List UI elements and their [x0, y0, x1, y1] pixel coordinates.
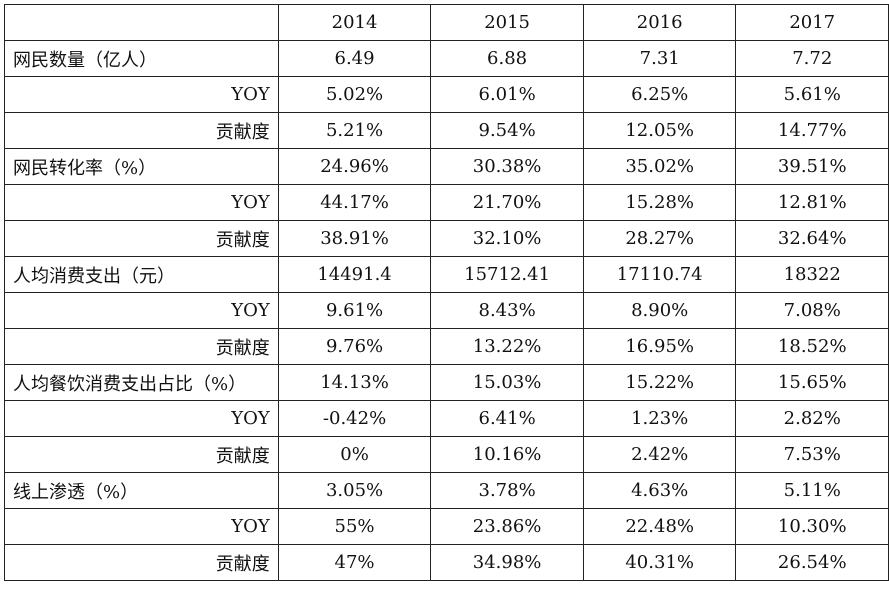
sub-metric-label: YOY [4, 508, 279, 545]
year-header: 2014 [277, 4, 432, 41]
value-cell: 14491.4 [277, 256, 432, 293]
value-cell: 38.91% [277, 220, 432, 257]
value-cell: 8.43% [430, 292, 584, 329]
data-table: 2014 2015 2016 2017 网民数量（亿人） 6.49 6.88 7.31… [4, 4, 889, 581]
header-row: 2014 2015 2016 2017 [4, 4, 889, 41]
sub-metric-label: YOY [4, 292, 279, 329]
value-cell: 7.53% [735, 436, 889, 473]
value-cell: 26.54% [735, 544, 889, 581]
metric-label: 人均消费支出（元） [4, 256, 279, 293]
table-row: 贡献度 38.91% 32.10% 28.27% 32.64% [4, 220, 889, 257]
value-cell: 10.30% [735, 508, 889, 545]
value-cell: 28.27% [582, 220, 737, 257]
value-cell: 6.25% [582, 76, 737, 113]
value-cell: 32.10% [430, 220, 584, 257]
sub-metric-label: YOY [4, 400, 279, 437]
value-cell: 6.41% [430, 400, 584, 437]
value-cell: 5.11% [735, 472, 889, 509]
metric-label: 人均餐饮消费支出占比（%） [4, 364, 279, 401]
metric-label: 线上渗透（%） [4, 472, 279, 509]
value-cell: 6.01% [430, 76, 584, 113]
value-cell: 15.22% [582, 364, 737, 401]
value-cell: 10.16% [430, 436, 584, 473]
value-cell: 23.86% [430, 508, 584, 545]
table-container: 2014 2015 2016 2017 网民数量（亿人） 6.49 6.88 7.31… [4, 4, 889, 581]
value-cell: -0.42% [277, 400, 432, 437]
year-header: 2016 [582, 4, 737, 41]
sub-metric-label: 贡献度 [4, 112, 279, 149]
header-corner-cell [4, 4, 279, 41]
value-cell: 3.78% [430, 472, 584, 509]
value-cell: 2.42% [582, 436, 737, 473]
value-cell: 9.54% [430, 112, 584, 149]
table-row: 人均消费支出（元） 14491.4 15712.41 17110.74 18322 [4, 256, 889, 293]
value-cell: 14.13% [277, 364, 432, 401]
value-cell: 3.05% [277, 472, 432, 509]
table-row: 贡献度 5.21% 9.54% 12.05% 14.77% [4, 112, 889, 149]
value-cell: 6.49 [277, 40, 432, 77]
value-cell: 13.22% [430, 328, 584, 365]
value-cell: 6.88 [430, 40, 584, 77]
metric-label: 网民转化率（%） [4, 148, 279, 185]
value-cell: 39.51% [735, 148, 889, 185]
value-cell: 7.72 [735, 40, 889, 77]
sub-metric-label: 贡献度 [4, 328, 279, 365]
value-cell: 15712.41 [430, 256, 584, 293]
value-cell: 18322 [735, 256, 889, 293]
table-row: 人均餐饮消费支出占比（%） 14.13% 15.03% 15.22% 15.65% [4, 364, 889, 401]
value-cell: 15.03% [430, 364, 584, 401]
value-cell: 9.61% [277, 292, 432, 329]
value-cell: 7.08% [735, 292, 889, 329]
sub-metric-label: YOY [4, 76, 279, 113]
value-cell: 35.02% [582, 148, 737, 185]
value-cell: 9.76% [277, 328, 432, 365]
value-cell: 2.82% [735, 400, 889, 437]
value-cell: 55% [277, 508, 432, 545]
value-cell: 14.77% [735, 112, 889, 149]
table-row: 网民转化率（%） 24.96% 30.38% 35.02% 39.51% [4, 148, 889, 185]
value-cell: 12.81% [735, 184, 889, 221]
value-cell: 5.61% [735, 76, 889, 113]
table-row: YOY 9.61% 8.43% 8.90% 7.08% [4, 292, 889, 329]
value-cell: 0% [277, 436, 432, 473]
value-cell: 7.31 [582, 40, 737, 77]
value-cell: 17110.74 [582, 256, 737, 293]
sub-metric-label: 贡献度 [4, 220, 279, 257]
value-cell: 47% [277, 544, 432, 581]
table-row: YOY -0.42% 6.41% 1.23% 2.82% [4, 400, 889, 437]
value-cell: 21.70% [430, 184, 584, 221]
table-body: 2014 2015 2016 2017 网民数量（亿人） 6.49 6.88 7.31… [4, 4, 889, 581]
table-row: 贡献度 0% 10.16% 2.42% 7.53% [4, 436, 889, 473]
value-cell: 1.23% [582, 400, 737, 437]
table-row: YOY 5.02% 6.01% 6.25% 5.61% [4, 76, 889, 113]
year-header: 2015 [430, 4, 584, 41]
sub-metric-label: 贡献度 [4, 436, 279, 473]
value-cell: 32.64% [735, 220, 889, 257]
value-cell: 5.02% [277, 76, 432, 113]
value-cell: 5.21% [277, 112, 432, 149]
value-cell: 12.05% [582, 112, 737, 149]
value-cell: 18.52% [735, 328, 889, 365]
value-cell: 30.38% [430, 148, 584, 185]
sub-metric-label: 贡献度 [4, 544, 279, 581]
table-row: YOY 44.17% 21.70% 15.28% 12.81% [4, 184, 889, 221]
value-cell: 40.31% [582, 544, 737, 581]
value-cell: 16.95% [582, 328, 737, 365]
year-header: 2017 [735, 4, 889, 41]
value-cell: 22.48% [582, 508, 737, 545]
value-cell: 44.17% [277, 184, 432, 221]
value-cell: 15.28% [582, 184, 737, 221]
value-cell: 8.90% [582, 292, 737, 329]
value-cell: 34.98% [430, 544, 584, 581]
sub-metric-label: YOY [4, 184, 279, 221]
table-row: 贡献度 47% 34.98% 40.31% 26.54% [4, 544, 889, 581]
table-row: 贡献度 9.76% 13.22% 16.95% 18.52% [4, 328, 889, 365]
value-cell: 24.96% [277, 148, 432, 185]
table-row: 线上渗透（%） 3.05% 3.78% 4.63% 5.11% [4, 472, 889, 509]
table-row: YOY 55% 23.86% 22.48% 10.30% [4, 508, 889, 545]
value-cell: 4.63% [582, 472, 737, 509]
metric-label: 网民数量（亿人） [4, 40, 279, 77]
table-row: 网民数量（亿人） 6.49 6.88 7.31 7.72 [4, 40, 889, 77]
value-cell: 15.65% [735, 364, 889, 401]
